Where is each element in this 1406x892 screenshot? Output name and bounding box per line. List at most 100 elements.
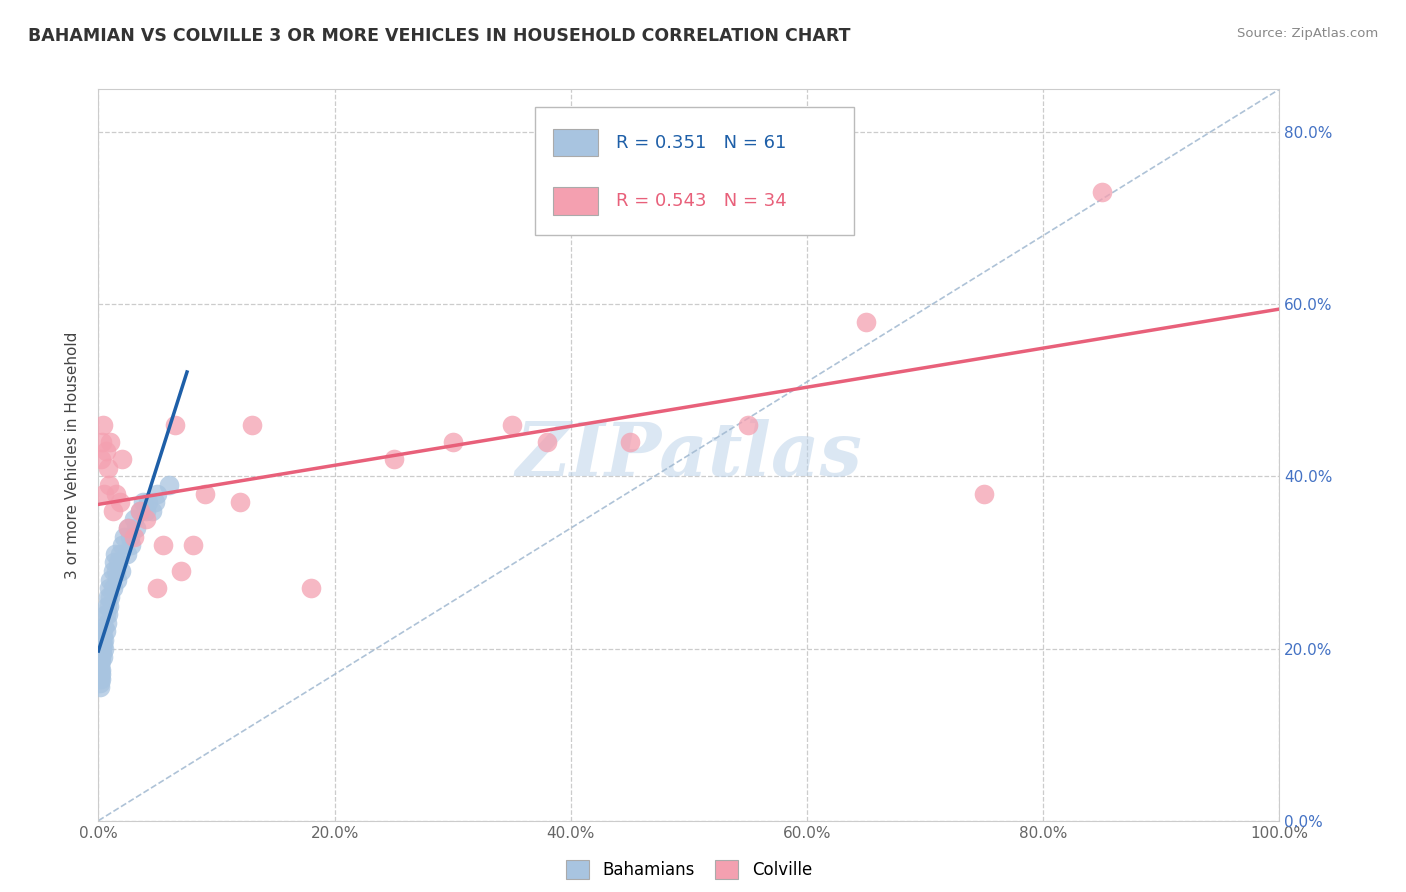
Point — [90, 655, 112, 669]
Point — [501, 417, 523, 432]
Point — [120, 530, 142, 544]
Point — [91, 435, 114, 450]
Point — [103, 556, 125, 570]
Point — [136, 495, 159, 509]
Point — [89, 663, 111, 677]
Point — [98, 590, 121, 604]
Point — [135, 512, 157, 526]
Point — [181, 538, 204, 552]
Point — [146, 582, 169, 596]
Point — [91, 629, 114, 643]
Point — [97, 460, 120, 475]
Point — [93, 486, 115, 500]
Point — [108, 547, 131, 561]
Point — [143, 495, 166, 509]
Point — [89, 646, 111, 660]
Point — [105, 573, 128, 587]
Point — [98, 573, 121, 587]
Point — [101, 564, 124, 578]
Point — [89, 676, 111, 690]
Point — [91, 650, 114, 665]
Point — [299, 582, 322, 596]
Point — [240, 417, 263, 432]
Point — [194, 486, 217, 500]
Point — [101, 582, 124, 596]
Point — [122, 512, 145, 526]
Point — [112, 530, 135, 544]
Point — [229, 495, 252, 509]
Text: R = 0.351   N = 61: R = 0.351 N = 61 — [616, 134, 786, 152]
Point — [128, 504, 150, 518]
Point — [128, 504, 150, 518]
Point — [94, 443, 117, 458]
FancyBboxPatch shape — [553, 187, 598, 215]
Point — [98, 599, 121, 613]
Point — [141, 504, 163, 518]
Point — [973, 486, 995, 500]
FancyBboxPatch shape — [536, 108, 855, 235]
Point — [91, 646, 114, 660]
Point — [90, 663, 112, 677]
Point — [98, 582, 121, 596]
FancyBboxPatch shape — [553, 128, 598, 156]
Point — [93, 641, 115, 656]
Point — [96, 615, 118, 630]
Point — [96, 599, 118, 613]
Point — [117, 521, 139, 535]
Point — [111, 452, 134, 467]
Point — [97, 590, 120, 604]
Point — [737, 417, 759, 432]
Point — [107, 556, 129, 570]
Legend: Bahamians, Colville: Bahamians, Colville — [560, 853, 818, 886]
Point — [855, 314, 877, 328]
Point — [536, 435, 558, 450]
Point — [146, 486, 169, 500]
Point — [108, 495, 131, 509]
Point — [94, 624, 117, 639]
Y-axis label: 3 or more Vehicles in Household: 3 or more Vehicles in Household — [65, 331, 80, 579]
Point — [89, 658, 111, 673]
Point — [152, 538, 174, 552]
Point — [91, 641, 114, 656]
Point — [91, 632, 114, 647]
Point — [122, 530, 145, 544]
Point — [382, 452, 405, 467]
Point — [93, 632, 115, 647]
Point — [135, 504, 157, 518]
Point — [91, 417, 114, 432]
Point — [1091, 186, 1114, 200]
Point — [97, 607, 120, 621]
Text: Source: ZipAtlas.com: Source: ZipAtlas.com — [1237, 27, 1378, 40]
Point — [93, 620, 115, 634]
Point — [91, 624, 114, 639]
Point — [104, 547, 127, 561]
Point — [90, 672, 112, 686]
Point — [115, 547, 138, 561]
Point — [132, 495, 155, 509]
Point — [89, 641, 111, 656]
Point — [619, 435, 641, 450]
Point — [90, 452, 112, 467]
Point — [117, 521, 139, 535]
Point — [89, 672, 111, 686]
Point — [90, 641, 112, 656]
Point — [89, 667, 111, 681]
Point — [91, 637, 114, 651]
Point — [89, 680, 111, 694]
Point — [121, 538, 143, 552]
Point — [89, 655, 111, 669]
Text: BAHAMIAN VS COLVILLE 3 OR MORE VEHICLES IN HOUSEHOLD CORRELATION CHART: BAHAMIAN VS COLVILLE 3 OR MORE VEHICLES … — [28, 27, 851, 45]
Point — [98, 435, 121, 450]
Point — [105, 564, 128, 578]
Point — [94, 607, 117, 621]
Point — [110, 564, 132, 578]
Point — [98, 478, 121, 492]
Point — [441, 435, 464, 450]
Point — [165, 417, 187, 432]
Point — [170, 564, 193, 578]
Point — [105, 486, 128, 500]
Point — [125, 521, 148, 535]
Point — [111, 538, 134, 552]
Point — [101, 504, 124, 518]
Text: ZIPatlas: ZIPatlas — [516, 418, 862, 491]
